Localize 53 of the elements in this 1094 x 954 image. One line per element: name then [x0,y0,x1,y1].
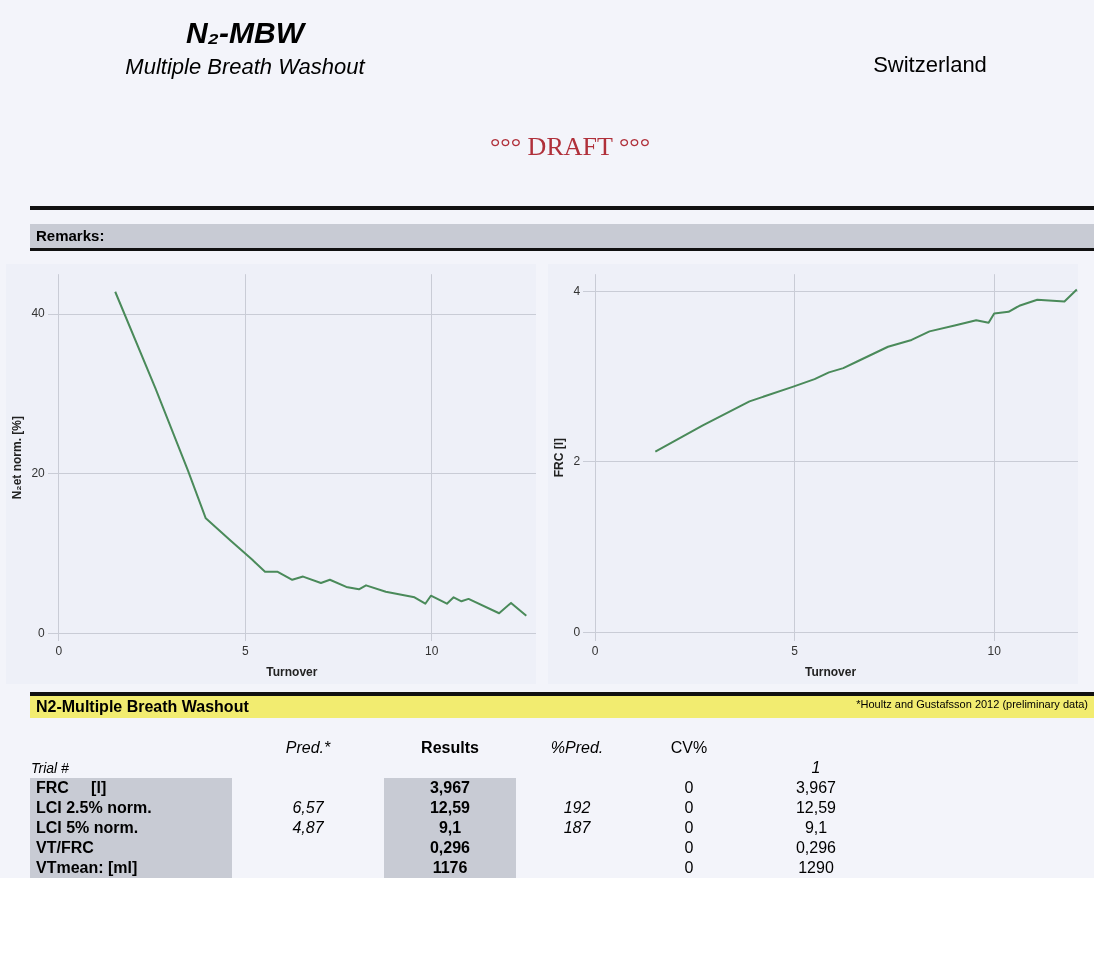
y-axis-title: N₂et norm. [%] [9,416,24,500]
data-label: 6,57 [291,798,325,818]
text: Remarks: [30,224,1094,251]
data-label: 1290 [797,858,835,878]
data-label: 0 [683,798,695,818]
text: 1 [810,758,822,778]
data-label: 0 [683,858,695,878]
x-tick-label: 5 [241,643,249,658]
x-tick-label: 0 [55,643,63,658]
text: %Pred. [549,738,605,758]
data-label: 0 [683,818,695,838]
y-tick-label: 40 [31,306,46,321]
series-label: Pred.* [284,738,332,758]
data-label: 0 [683,838,695,858]
x-tick-label: 10 [424,643,439,658]
chart-title: N₂-MBW [184,16,307,50]
y-tick-label: 0 [38,625,46,640]
category-label: FRC [l] [30,778,232,798]
category-label: VT/FRC [30,838,232,858]
data-label: 9,1 [384,818,516,838]
data-label: 3,967 [384,778,516,798]
data-label: 4,87 [291,818,325,838]
x-tick-label: 0 [591,643,599,658]
data-label: 12,59 [384,798,516,818]
text: Switzerland [872,52,988,78]
data-label: 187 [562,818,592,838]
data-label: 9,1 [803,818,829,838]
legend-title: Trial # [30,759,70,778]
category-label: LCI 2.5% norm. [30,798,232,818]
x-axis-title: Turnover [266,665,318,680]
y-tick-label: 0 [573,624,581,639]
y-tick-label: 20 [31,465,46,480]
data-label: 192 [562,798,592,818]
y-tick-label: 4 [573,283,581,298]
x-tick-label: 10 [987,643,1002,658]
category-label: LCI 5% norm. [30,818,232,838]
x-tick-label: 5 [791,643,799,658]
data-label: 12,59 [794,798,837,818]
data-label: 3,967 [794,778,837,798]
data-label: 0,296 [794,838,837,858]
y-axis-title: FRC [l] [551,438,566,478]
text: N2-Multiple Breath Washout [36,698,249,716]
series-label: Results [420,738,480,758]
chart-subtitle: Multiple Breath Washout [124,54,367,80]
y-tick-label: 2 [573,454,581,469]
data-label: 0 [683,778,695,798]
data-label: 1176 [384,858,516,878]
text: *Houltz and Gustafsson 2012 (preliminary data) [856,698,1088,712]
category-label: VTmean: [ml] [30,858,232,878]
data-label: 0,296 [384,838,516,858]
x-axis-title: Turnover [804,665,857,680]
text: CV% [669,738,709,758]
text: °°° DRAFT °°° [488,132,652,162]
